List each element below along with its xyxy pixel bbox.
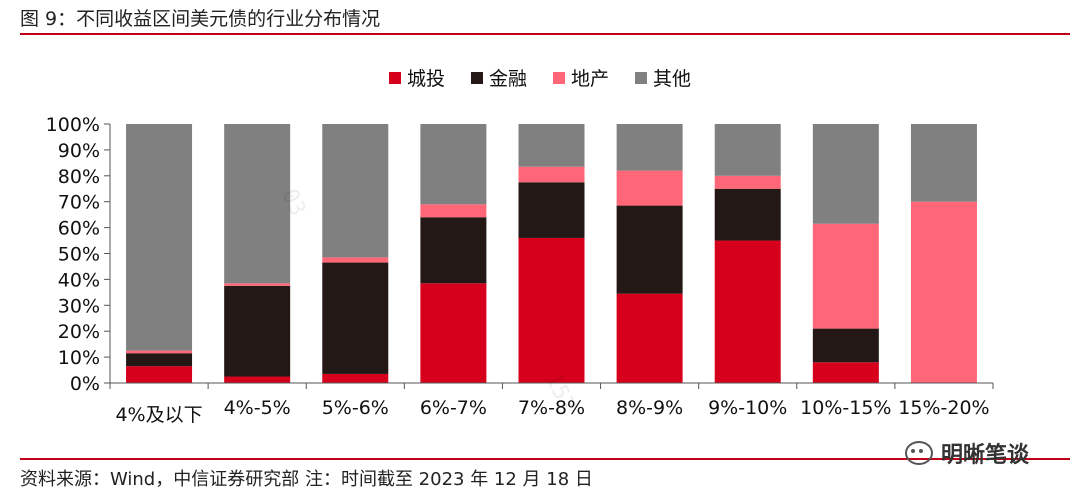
bar-segment <box>714 175 781 189</box>
y-tick-label: 30% <box>58 295 100 317</box>
y-tick-label: 100% <box>46 114 100 136</box>
bar-segment <box>126 124 193 351</box>
y-tick-label: 50% <box>58 244 100 266</box>
bar-segment <box>812 362 879 383</box>
legend-item: 地产 <box>553 64 609 91</box>
bar-segment <box>518 237 585 383</box>
bar-segment <box>616 124 683 171</box>
legend-item: 城投 <box>388 64 445 91</box>
legend-swatch <box>553 71 565 84</box>
wechat-icon <box>905 441 933 465</box>
legend-swatch <box>635 71 648 84</box>
x-tick-label: 4%及以下 <box>115 404 202 426</box>
legend-swatch <box>470 71 483 84</box>
bar-segment <box>420 124 487 205</box>
legend-label: 地产 <box>571 68 610 90</box>
x-tick-label: 8%-9% <box>616 397 683 419</box>
bar-segment <box>812 328 879 363</box>
bar-segment <box>224 283 291 286</box>
brand-name: 明晰笔谈 <box>941 443 1030 468</box>
y-tick-label: 60% <box>58 218 100 240</box>
bar-segment <box>322 124 389 258</box>
bar-segment <box>714 240 781 383</box>
bar-segment <box>714 188 781 241</box>
stacked-bar-chart: 0% 10% 20% 30% 40% 50% 60% 70% 80% 90% 100% 4%及以下 4%… <box>46 114 994 426</box>
y-tick-label: 20% <box>58 321 100 343</box>
bar-segment <box>714 124 781 176</box>
bar-segment <box>616 205 683 294</box>
x-tick-label: 10%-15% <box>800 397 891 419</box>
bar-segment <box>224 285 291 377</box>
bar-segment <box>126 366 193 383</box>
bar-segment <box>224 376 291 383</box>
legend-label: 其他 <box>653 68 692 90</box>
bar-segment <box>224 124 291 284</box>
bar-segment <box>616 293 683 383</box>
legend-label: 金融 <box>488 68 527 90</box>
source-note: 资料来源：Wind，中信证券研究部 注：时间截至 2023 年 12 月 18 … <box>20 469 593 490</box>
bar-segment <box>518 124 585 167</box>
bar-segment <box>616 170 683 206</box>
title-divider <box>20 33 1070 35</box>
bar-segment <box>322 373 389 383</box>
bar-segment <box>420 217 487 284</box>
x-tick-label: 7%-8% <box>518 397 585 419</box>
legend-swatch <box>388 71 401 84</box>
bar-segment <box>812 223 879 329</box>
chart-legend: 城投 金融 地产 其他 <box>0 64 1080 91</box>
bar-segment <box>322 262 389 374</box>
bar-segment <box>420 204 487 218</box>
legend-item: 金融 <box>470 64 527 91</box>
x-tick-label: 4%-5% <box>224 397 291 419</box>
y-tick-label: 40% <box>58 269 100 291</box>
x-tick-label: 15%-20% <box>898 397 989 419</box>
bar-segment <box>518 166 585 183</box>
x-tick-label: 9%-10% <box>708 397 787 419</box>
bar-segment <box>812 124 879 224</box>
x-tick-label: 6%-7% <box>420 397 487 419</box>
y-tick-label: 90% <box>58 140 100 162</box>
bar-segment <box>518 182 585 238</box>
y-tick-label: 70% <box>58 192 100 214</box>
bar-segment <box>910 201 977 383</box>
y-tick-label: 10% <box>58 347 100 369</box>
y-tick-label: 80% <box>58 166 100 188</box>
figure-title: 图 9：不同收益区间美元债的行业分布情况 <box>20 8 381 30</box>
bar-segment <box>126 353 193 367</box>
bar-segment <box>126 350 193 354</box>
bar-segment <box>910 124 977 202</box>
bar-segment <box>322 257 389 263</box>
legend-item: 其他 <box>635 64 691 91</box>
footer-divider <box>20 458 1070 460</box>
x-tick-label: 5%-6% <box>322 397 389 419</box>
y-tick-label: 0% <box>70 373 100 395</box>
brand-logo: 明晰笔谈 <box>905 437 1029 469</box>
legend-label: 城投 <box>406 68 445 90</box>
bar-segment <box>420 283 487 383</box>
